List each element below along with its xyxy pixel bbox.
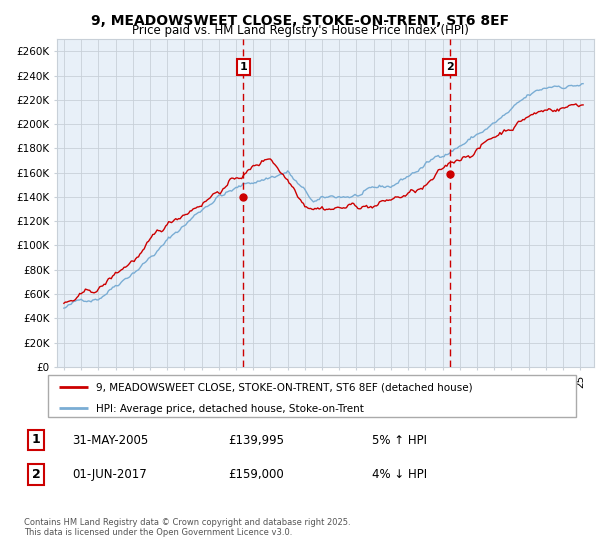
Text: 1: 1 [239,62,247,72]
Text: 2: 2 [446,62,454,72]
Text: 2: 2 [32,468,40,481]
Text: 1: 1 [32,433,40,446]
Text: 31-MAY-2005: 31-MAY-2005 [72,433,148,447]
Text: Contains HM Land Registry data © Crown copyright and database right 2025.
This d: Contains HM Land Registry data © Crown c… [24,518,350,538]
Text: £159,000: £159,000 [228,468,284,482]
Text: 5% ↑ HPI: 5% ↑ HPI [372,433,427,447]
Text: 9, MEADOWSWEET CLOSE, STOKE-ON-TRENT, ST6 8EF: 9, MEADOWSWEET CLOSE, STOKE-ON-TRENT, ST… [91,14,509,28]
Text: 9, MEADOWSWEET CLOSE, STOKE-ON-TRENT, ST6 8EF (detached house): 9, MEADOWSWEET CLOSE, STOKE-ON-TRENT, ST… [95,383,472,393]
Text: 4% ↓ HPI: 4% ↓ HPI [372,468,427,482]
Text: £139,995: £139,995 [228,433,284,447]
FancyBboxPatch shape [48,375,576,417]
Text: 01-JUN-2017: 01-JUN-2017 [72,468,147,482]
Text: Price paid vs. HM Land Registry's House Price Index (HPI): Price paid vs. HM Land Registry's House … [131,24,469,37]
Text: HPI: Average price, detached house, Stoke-on-Trent: HPI: Average price, detached house, Stok… [95,404,364,414]
